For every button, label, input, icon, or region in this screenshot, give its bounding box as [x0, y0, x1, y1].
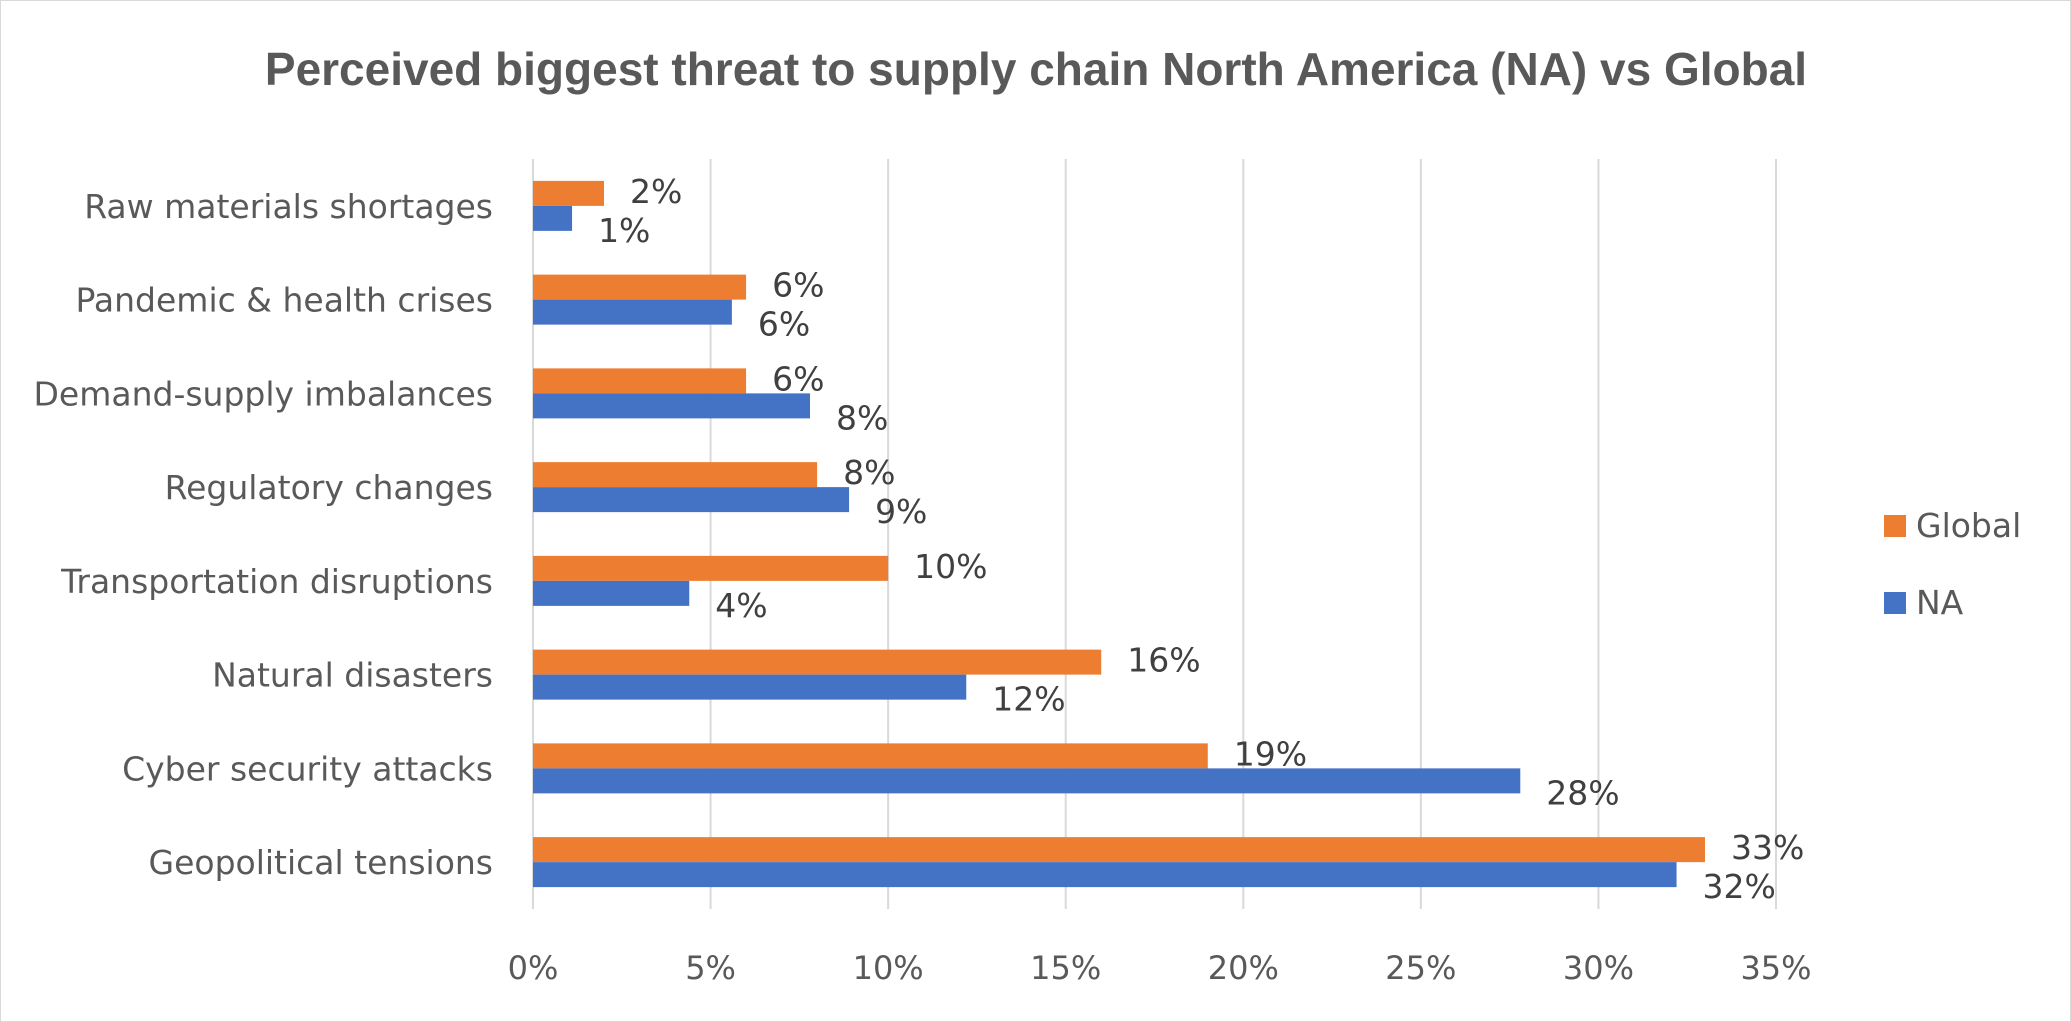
- chart-title: Perceived biggest threat to supply chain…: [265, 43, 1807, 95]
- x-tick-label: 5%: [685, 949, 736, 987]
- bar-na: [533, 862, 1677, 888]
- legend: Global NA: [1884, 506, 2021, 622]
- x-tick-label: 10%: [853, 949, 924, 987]
- data-label-global: 19%: [1234, 734, 1307, 773]
- bar-na: [533, 580, 690, 606]
- legend-swatch-na: [1884, 592, 1906, 614]
- bar-na: [533, 299, 732, 325]
- data-label-na: 28%: [1546, 773, 1619, 812]
- bar-global: [533, 837, 1705, 863]
- category-axis: Raw materials shortages Pandemic & health…: [34, 187, 493, 882]
- data-label-na: 32%: [1703, 867, 1776, 906]
- bars: [533, 180, 1705, 888]
- legend-swatch-global: [1884, 515, 1906, 537]
- category-label: Geopolitical tensions: [149, 843, 494, 882]
- category-label: Demand-supply imbalances: [34, 374, 493, 413]
- x-tick-label: 30%: [1563, 949, 1634, 987]
- bar-na: [533, 768, 1521, 794]
- bar-global: [533, 368, 747, 394]
- x-tick-label: 15%: [1030, 949, 1101, 987]
- data-label-global: 8%: [843, 453, 895, 492]
- x-tick-label: 25%: [1385, 949, 1456, 987]
- category-label: Cyber security attacks: [122, 749, 493, 788]
- bar-global: [533, 555, 889, 581]
- bar-na: [533, 487, 850, 513]
- data-label-na: 1%: [598, 211, 650, 250]
- x-tick-label: 0%: [508, 949, 559, 987]
- bar-na: [533, 674, 967, 700]
- data-label-na: 6%: [758, 305, 810, 344]
- x-tick-label: 35%: [1740, 949, 1811, 987]
- category-label: Pandemic & health crises: [76, 281, 494, 320]
- value-axis: 0% 5% 10% 15% 20% 25% 30% 35%: [508, 949, 1812, 987]
- bar-global: [533, 274, 747, 300]
- data-label-global: 6%: [772, 359, 824, 398]
- bar-global: [533, 462, 818, 488]
- bar-na: [533, 393, 811, 419]
- data-label-global: 33%: [1731, 828, 1804, 867]
- data-label-na: 8%: [836, 398, 888, 437]
- data-label-global: 6%: [772, 266, 824, 305]
- legend-label-na: NA: [1916, 583, 1964, 622]
- data-label-global: 16%: [1127, 641, 1200, 680]
- data-labels: 2%1%6%6%6%8%8%9%10%4%16%12%19%28%33%32%: [598, 172, 1804, 906]
- category-label: Transportation disruptions: [60, 562, 493, 601]
- legend-label-global: Global: [1916, 506, 2021, 545]
- bar-global: [533, 649, 1102, 675]
- category-label: Regulatory changes: [165, 468, 493, 507]
- data-label-na: 4%: [715, 586, 767, 625]
- bar-global: [533, 180, 605, 206]
- x-tick-label: 20%: [1208, 949, 1279, 987]
- category-label: Natural disasters: [212, 656, 493, 695]
- bar-global: [533, 743, 1208, 769]
- category-label: Raw materials shortages: [84, 187, 493, 226]
- data-label-global: 2%: [630, 172, 682, 211]
- data-label-na: 9%: [875, 492, 927, 531]
- data-label-global: 10%: [914, 547, 987, 586]
- bar-na: [533, 205, 573, 231]
- data-label-na: 12%: [992, 680, 1065, 719]
